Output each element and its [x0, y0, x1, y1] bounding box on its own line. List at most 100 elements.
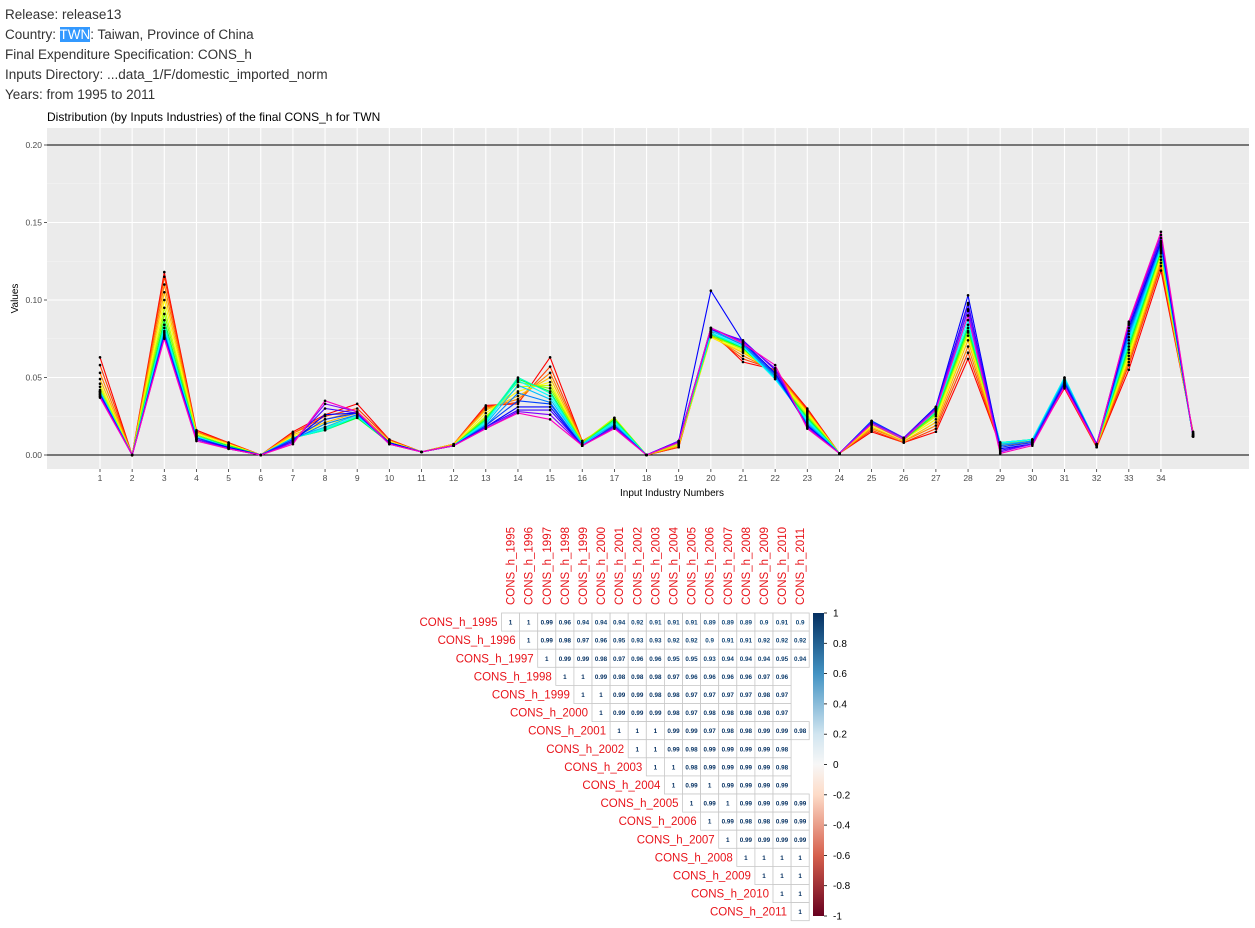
- country-label: Country:: [5, 27, 60, 42]
- cell-value: 1: [527, 620, 531, 627]
- cell-value: 1: [509, 620, 513, 627]
- data-point: [998, 452, 1002, 455]
- x-tick-label: 30: [1028, 473, 1038, 483]
- cell-value: 0.97: [704, 728, 717, 735]
- column-label: CONS_h_1998: [560, 527, 572, 605]
- data-point: [934, 421, 938, 424]
- cell-value: 0.9: [705, 638, 714, 645]
- x-tick-label: 25: [867, 473, 877, 483]
- row-label: CONS_h_2006: [619, 816, 697, 828]
- cell-value: 0.99: [740, 746, 753, 753]
- x-tick-label: 32: [1092, 473, 1102, 483]
- cell-value: 0.99: [758, 801, 771, 808]
- data-point: [934, 424, 938, 427]
- cell-value: 0.92: [667, 638, 680, 645]
- cell-value: 1: [798, 891, 802, 898]
- cell-value: 0.99: [595, 674, 608, 681]
- cell-value: 0.98: [667, 710, 680, 717]
- data-point: [1127, 320, 1131, 323]
- cell-value: 0.99: [631, 692, 644, 699]
- country-line: Country: TWN: Taiwan, Province of China: [5, 25, 328, 45]
- data-point: [548, 394, 552, 398]
- data-point: [806, 427, 809, 430]
- data-point: [548, 397, 552, 401]
- data-point: [1127, 368, 1131, 372]
- cell-value: 0.99: [758, 764, 771, 771]
- data-point: [355, 407, 359, 410]
- cell-value: 0.99: [740, 764, 753, 771]
- cell-value: 0.97: [758, 674, 771, 681]
- cell-value: 0.96: [559, 620, 572, 627]
- cell-value: 0.89: [722, 620, 735, 627]
- cell-value: 1: [798, 873, 802, 880]
- data-point: [1127, 348, 1131, 351]
- data-point: [934, 418, 938, 421]
- data-point: [741, 342, 745, 345]
- row-label: CONS_h_2001: [528, 726, 606, 738]
- x-tick-label: 9: [355, 473, 360, 483]
- matrix-cell: [790, 902, 810, 922]
- color-bar-label: 0.2: [833, 730, 847, 741]
- cell-value: 0.99: [758, 782, 771, 789]
- row-label: CONS_h_1997: [456, 653, 534, 665]
- data-point: [388, 442, 391, 446]
- data-point: [1127, 360, 1131, 364]
- cell-value: 1: [545, 656, 549, 663]
- data-point: [966, 294, 970, 297]
- cell-value: 0.99: [704, 746, 717, 753]
- cell-value: 0.99: [541, 620, 554, 627]
- cell-value: 0.98: [685, 746, 698, 753]
- data-point: [227, 447, 230, 451]
- data-point: [1127, 345, 1131, 348]
- cell-value: 1: [563, 674, 567, 681]
- data-point: [1063, 385, 1066, 389]
- release-line: Release: release13: [5, 5, 328, 25]
- cell-value: 0.95: [667, 656, 680, 663]
- x-axis-label: Input Industry Numbers: [620, 488, 724, 499]
- data-point: [548, 413, 552, 417]
- cell-value: 0.99: [667, 728, 680, 735]
- color-bar-label: -0.6: [833, 851, 851, 862]
- data-point: [516, 376, 520, 379]
- cell-value: 1: [635, 746, 639, 753]
- cell-value: 0.94: [722, 656, 735, 663]
- cell-value: 0.98: [758, 710, 771, 717]
- data-point: [484, 411, 488, 415]
- data-point: [966, 323, 970, 327]
- cell-value: 1: [726, 801, 730, 808]
- data-point: [291, 442, 295, 446]
- data-point: [355, 402, 359, 406]
- cell-value: 1: [798, 909, 802, 916]
- x-tick-label: 1: [98, 473, 103, 483]
- cell-value: 0.91: [740, 638, 753, 645]
- cell-value: 0.92: [631, 620, 644, 627]
- column-label: CONS_h_2000: [596, 527, 608, 605]
- matrix-cell: [790, 648, 810, 668]
- data-point: [323, 407, 327, 410]
- cell-value: 0.94: [595, 620, 608, 627]
- cell-value: 0.89: [704, 620, 717, 627]
- info-block: Release: release13 Country: TWN: Taiwan,…: [5, 5, 328, 105]
- x-tick-label: 16: [578, 473, 588, 483]
- cell-value: 0.99: [613, 710, 626, 717]
- row-label: CONS_h_2011: [710, 907, 787, 919]
- data-point: [163, 306, 166, 310]
- cell-value: 0.99: [794, 837, 807, 844]
- y-tick-label: 0.15: [25, 218, 42, 228]
- data-point: [355, 410, 359, 413]
- cell-value: 0.99: [740, 801, 753, 808]
- cell-value: 0.99: [758, 728, 771, 735]
- color-bar-label: 0.6: [833, 669, 847, 680]
- column-label: CONS_h_1997: [542, 527, 554, 605]
- data-point: [773, 366, 777, 370]
- data-point: [966, 345, 970, 348]
- cell-value: 0.89: [740, 620, 753, 627]
- y-tick-label: 0.10: [25, 295, 42, 305]
- column-label: CONS_h_2009: [759, 527, 771, 605]
- data-point: [163, 270, 166, 274]
- x-tick-label: 24: [835, 473, 845, 483]
- column-label: CONS_h_1996: [524, 527, 536, 605]
- data-point: [452, 444, 455, 448]
- x-tick-label: 19: [674, 473, 684, 483]
- cell-value: 1: [798, 855, 802, 862]
